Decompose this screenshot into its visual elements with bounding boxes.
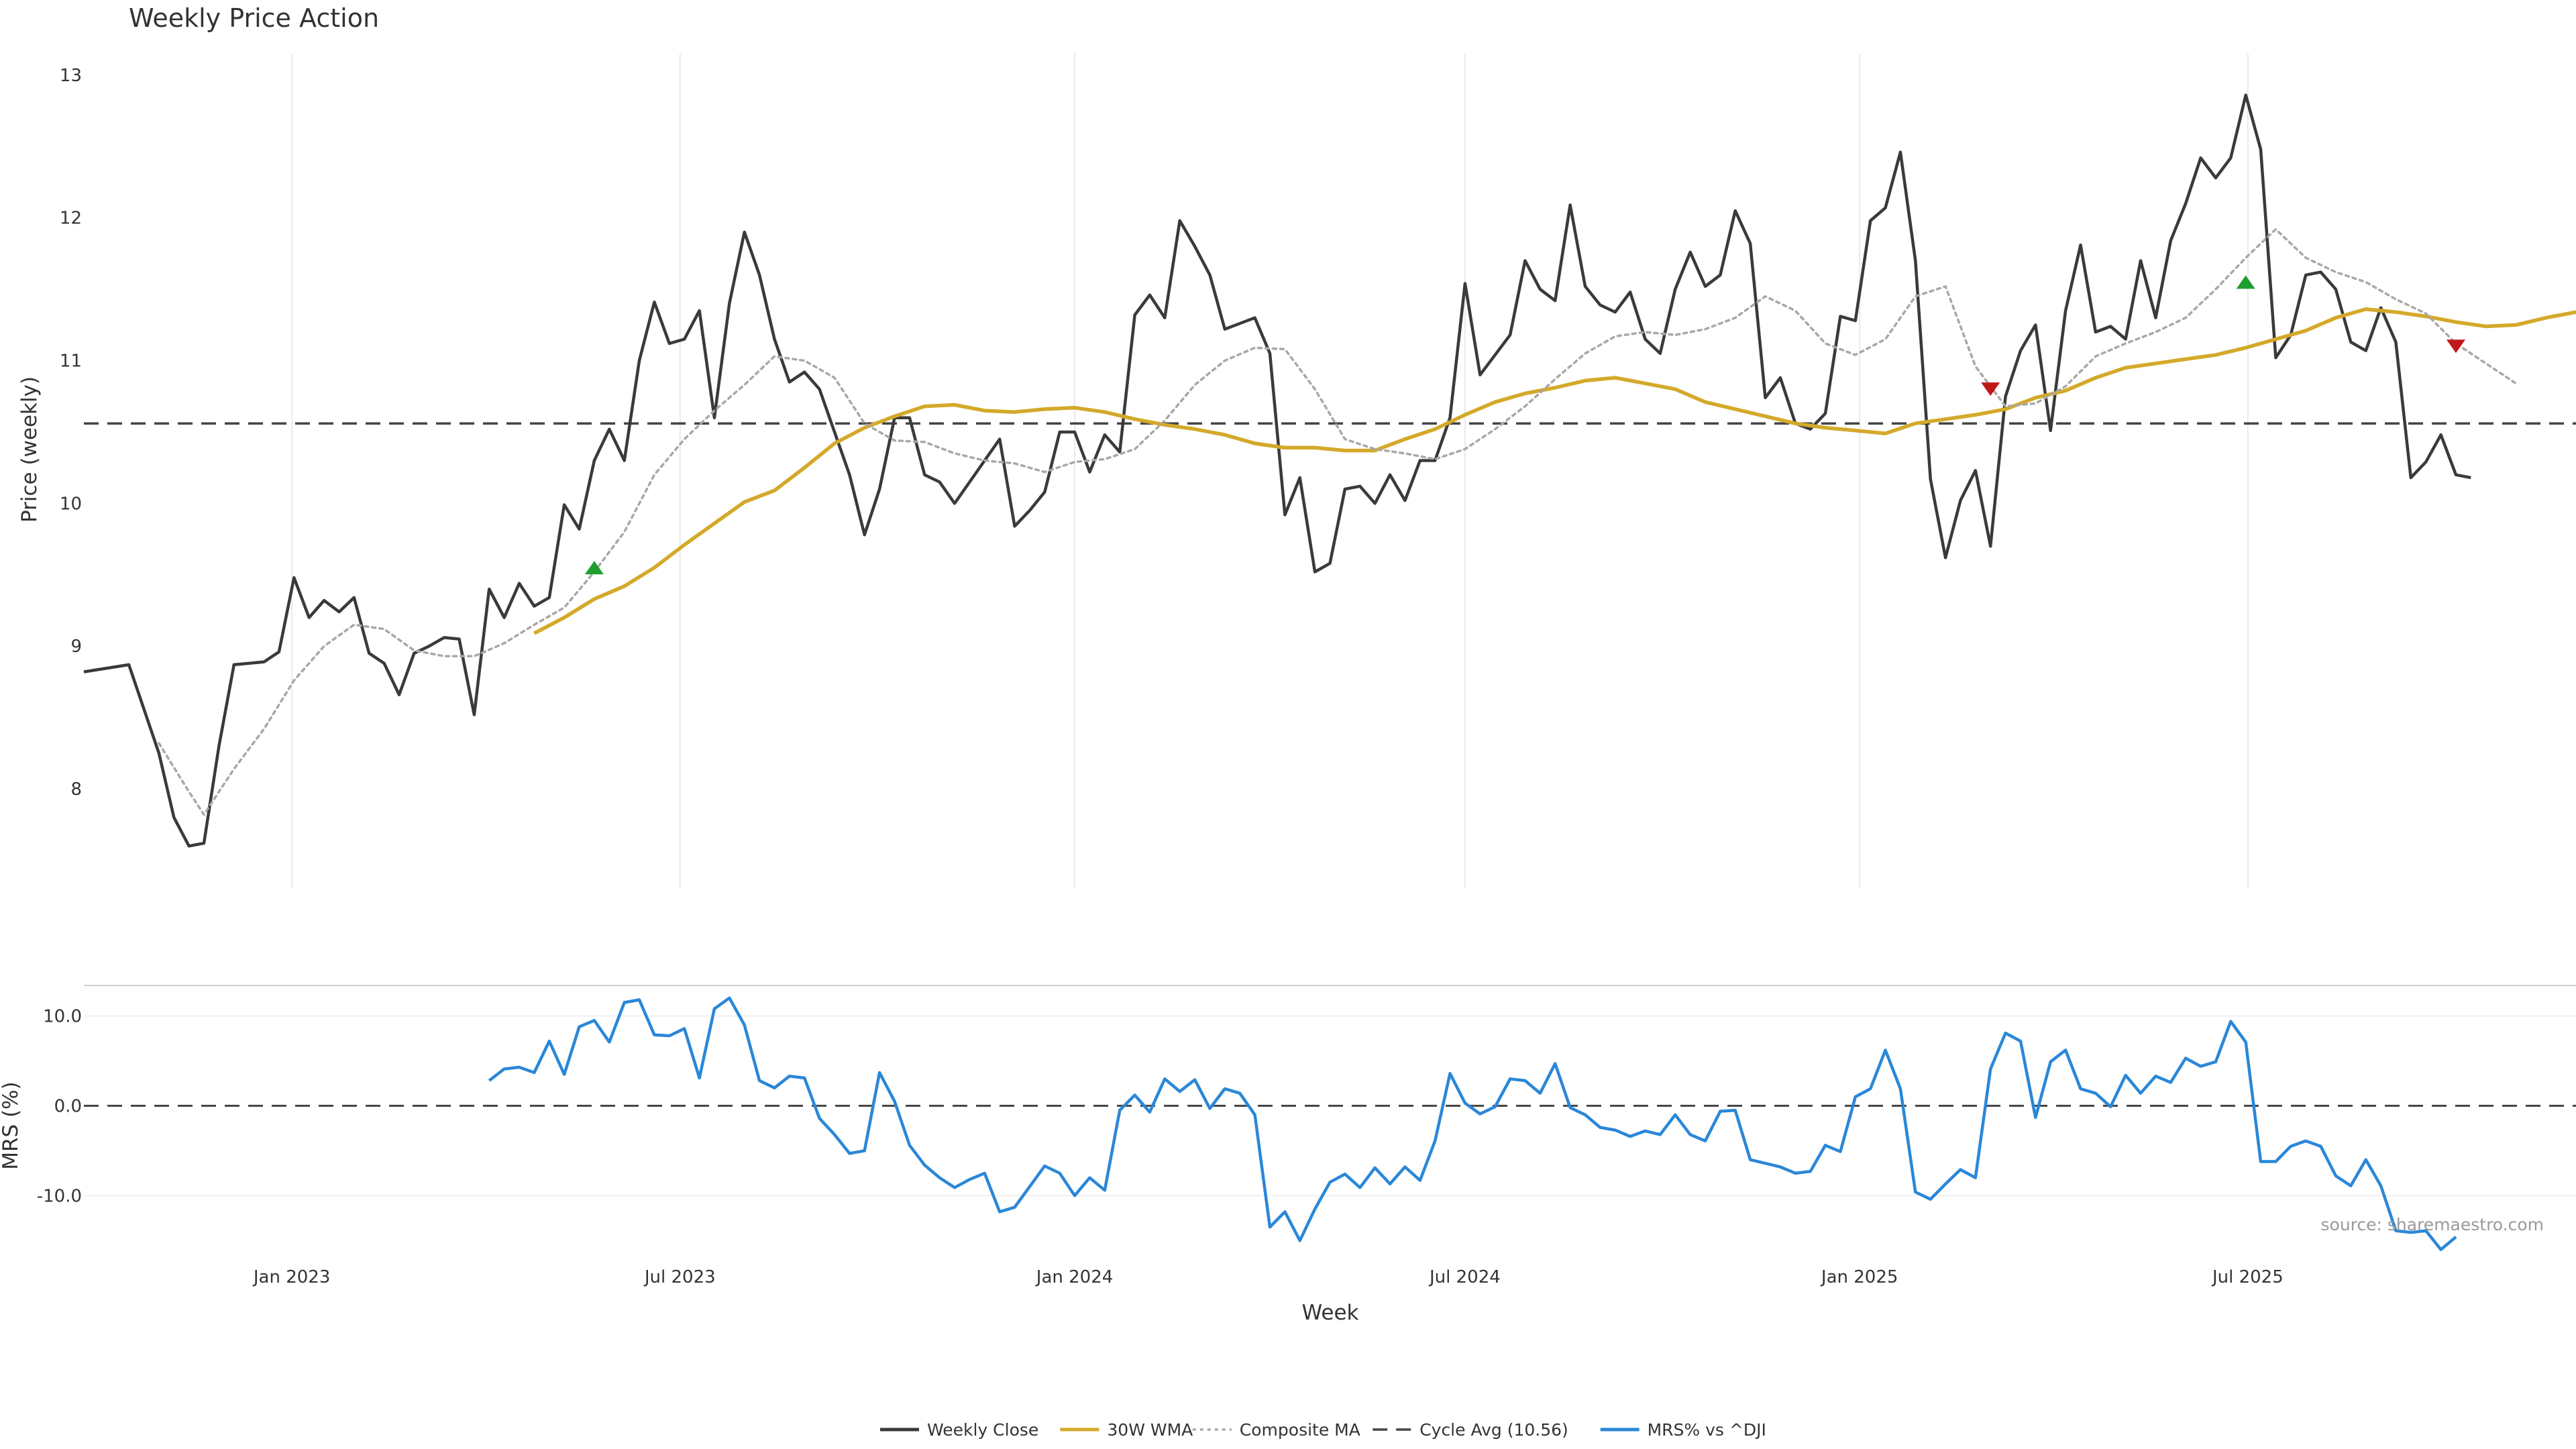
price-y-tick-2: 10	[60, 494, 82, 514]
x-tick-4: Jan 2025	[1820, 1267, 1898, 1287]
buy-signal-marker-0	[584, 561, 604, 575]
x-tick-1: Jul 2023	[643, 1267, 716, 1287]
x-tick-0: Jan 2023	[252, 1267, 331, 1287]
mrs-grid	[84, 1015, 2576, 1197]
legend-label-2: Composite MA	[1240, 1420, 1360, 1440]
price-y-tick-4: 12	[60, 209, 82, 229]
mrs-panel: 10.0 0.0 -10.0 MRS (%) source: sharemaestr…	[0, 985, 2576, 1325]
sell-signal-marker-3	[2446, 339, 2465, 354]
x-tick-2: Jan 2024	[1035, 1267, 1114, 1287]
legend-label-3: Cycle Avg (10.56)	[1419, 1420, 1568, 1440]
sell-signal-marker-1	[1981, 382, 2000, 396]
legend-label-0: Weekly Close	[927, 1420, 1038, 1440]
legend: Weekly Close 30W WMA Composite MA Cycle Avg…	[880, 1420, 1766, 1440]
legend-label-1: 30W WMA	[1107, 1420, 1193, 1440]
x-tick-3: Jul 2024	[1428, 1267, 1501, 1287]
x-axis-ticks: Jan 2023 Jul 2023 Jan 2024 Jul 2024 Jan 2025…	[252, 1267, 2284, 1287]
price-y-tick-3: 11	[60, 352, 82, 372]
mrs-series-group	[488, 996, 2457, 1251]
price-y-axis-title: Price (weekly)	[17, 376, 42, 523]
price-y-tick-5: 13	[60, 66, 82, 86]
mrs-series-line	[488, 996, 2457, 1251]
price-y-tick-1: 9	[70, 637, 82, 657]
price-grid	[291, 54, 2249, 889]
mrs-y-axis-title: MRS (%)	[0, 1081, 23, 1169]
signal-markers	[584, 275, 2465, 575]
mrs-y-tick-2: -10.0	[37, 1186, 82, 1206]
buy-signal-marker-2	[2236, 275, 2255, 289]
mrs-y-tick-1: 0.0	[54, 1096, 82, 1116]
price-y-ticks: 8 9 10 11 12 13	[60, 66, 82, 800]
price-y-tick-0: 8	[70, 780, 82, 800]
mrs-y-ticks: 10.0 0.0 -10.0	[37, 1007, 82, 1207]
price-series-group	[83, 93, 2576, 848]
weekly-close-line	[83, 93, 2471, 848]
30w-wma-line	[533, 307, 2576, 635]
legend-label-4: MRS% vs ^DJI	[1648, 1420, 1766, 1440]
x-tick-5: Jul 2025	[2211, 1267, 2284, 1287]
composite-ma-line	[158, 228, 2518, 816]
mrs-y-tick-0: 10.0	[43, 1007, 82, 1027]
source-note: source: sharemaestro.com	[2321, 1215, 2544, 1234]
x-axis-title: Week	[1302, 1301, 1359, 1325]
price-panel: Weekly Price Action 8 9 10 11 12 13 Price (we…	[17, 3, 2576, 889]
chart-title: Weekly Price Action	[129, 3, 379, 33]
